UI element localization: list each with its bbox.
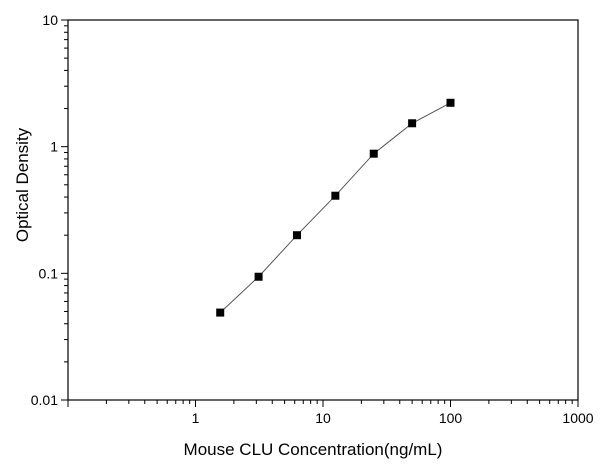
y-axis-ticks: 0.01 0.1 1 10 [31,12,68,408]
y-tick-label: 10 [42,12,58,28]
y-tick-label: 1 [50,139,58,155]
x-tick-label: 10 [315,410,331,426]
y-tick-label: 0.1 [39,265,59,281]
x-axis-ticks: 1 10 100 1000 [67,400,594,426]
data-point [331,191,340,200]
data-point [216,308,225,317]
x-tick-label: 100 [439,410,463,426]
plot-frame [67,19,579,401]
plot-border [67,19,579,401]
x-tick-label: 1000 [562,410,593,426]
data-point [408,119,417,128]
series-layer [216,98,455,317]
data-point [254,272,263,281]
x-tick-label: 1 [192,410,200,426]
data-point [292,231,301,240]
data-point [369,149,378,158]
y-tick-label: 0.01 [31,392,58,408]
x-axis-title: Mouse CLU Concentration(ng/mL) [184,440,443,459]
data-point [446,98,455,107]
series-line [219,102,451,313]
y-axis-title: Optical Density [13,127,32,242]
